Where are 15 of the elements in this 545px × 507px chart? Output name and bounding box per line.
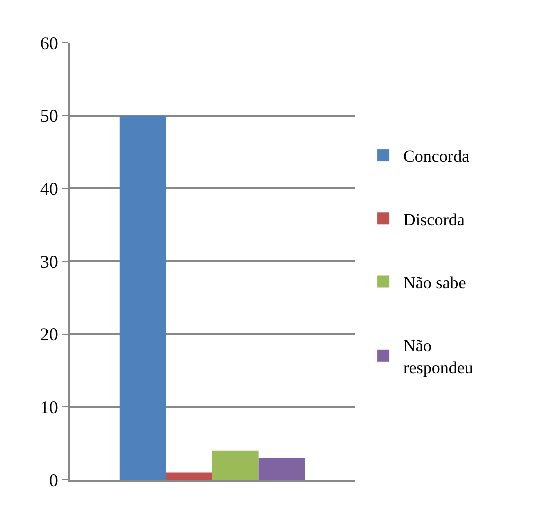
y-tick-label: 60 <box>40 33 58 54</box>
legend-label: Não respondeu <box>404 336 474 378</box>
bar <box>120 116 166 480</box>
y-tick-label: 10 <box>40 397 58 418</box>
y-tick-label: 40 <box>40 178 58 199</box>
y-tick-label: 30 <box>40 252 58 272</box>
y-tick-label: 20 <box>40 324 58 345</box>
legend-label: Não sabe <box>404 273 466 292</box>
bar <box>212 450 259 480</box>
legend-label: Discorda <box>404 210 466 230</box>
legend-label: Concorda <box>404 147 470 166</box>
y-tick-label: 50 <box>40 106 58 126</box>
bar <box>166 472 212 480</box>
y-tick-label: 0 <box>49 470 58 490</box>
bar <box>258 458 306 480</box>
